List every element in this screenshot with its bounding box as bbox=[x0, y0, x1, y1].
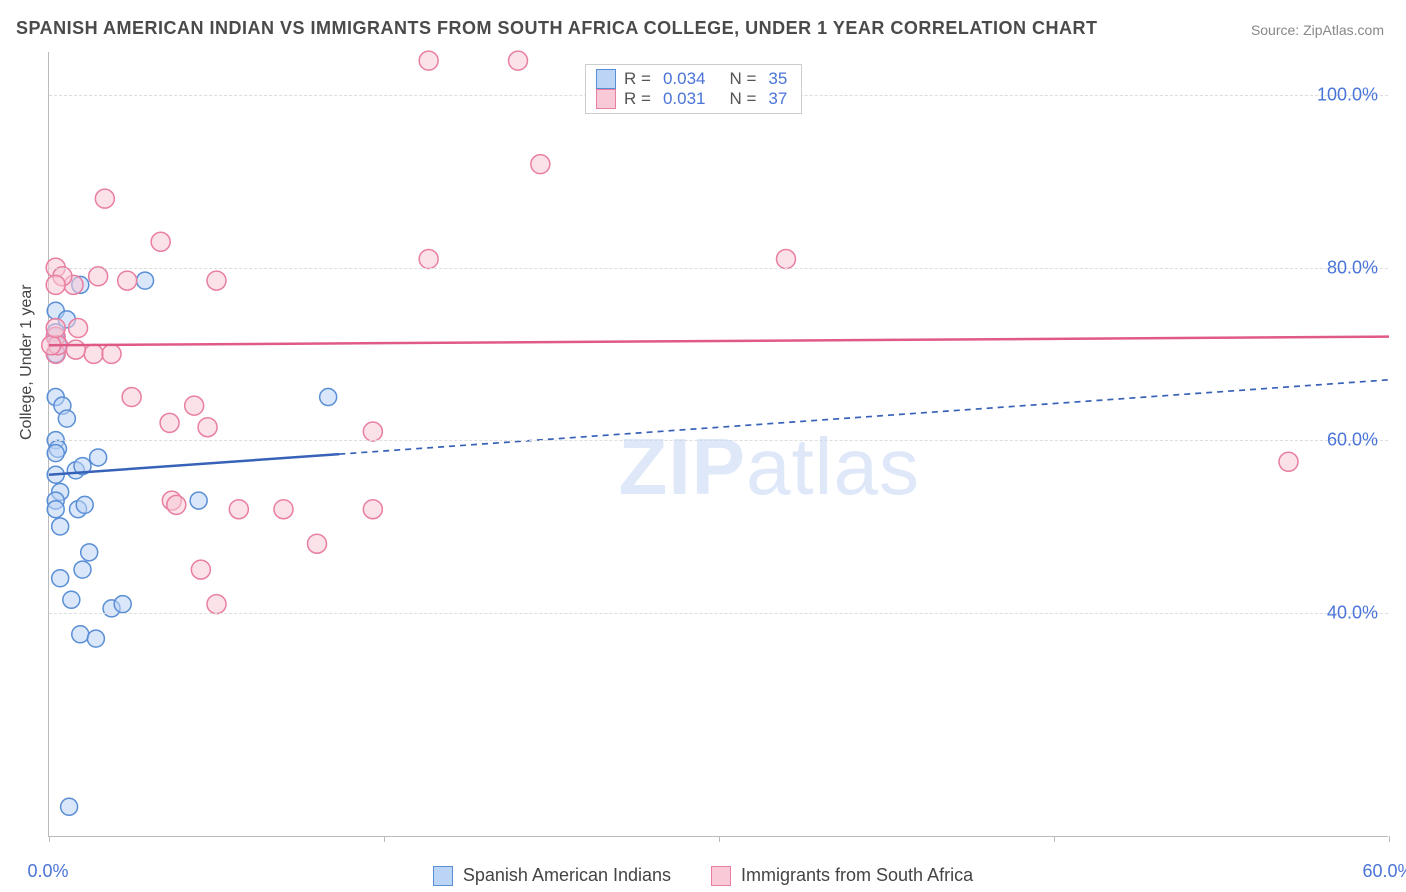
x-tick bbox=[1389, 836, 1390, 842]
r-value: 0.034 bbox=[659, 69, 710, 89]
source-label: Source: ZipAtlas.com bbox=[1251, 22, 1384, 38]
plot-area: 40.0%60.0%80.0%100.0%ZIPatlasR =0.034N =… bbox=[48, 52, 1388, 837]
data-point bbox=[47, 445, 64, 462]
data-point bbox=[1279, 452, 1298, 471]
stat-legend-row: R = 0.034 N = 35 bbox=[596, 69, 791, 89]
data-point bbox=[66, 340, 85, 359]
data-point bbox=[46, 275, 65, 294]
data-point bbox=[151, 232, 170, 251]
data-point bbox=[320, 389, 337, 406]
n-label: N = bbox=[729, 69, 756, 89]
data-point bbox=[419, 51, 438, 70]
gridline-h bbox=[49, 440, 1388, 441]
data-point bbox=[190, 492, 207, 509]
gridline-h bbox=[49, 268, 1388, 269]
data-point bbox=[52, 570, 69, 587]
bottom-legend: Spanish American Indians Immigrants from … bbox=[0, 865, 1406, 886]
data-point bbox=[363, 422, 382, 441]
data-point bbox=[95, 189, 114, 208]
trend-line-dashed bbox=[339, 380, 1389, 454]
data-point bbox=[63, 591, 80, 608]
legend-swatch bbox=[596, 69, 616, 89]
series-name: Spanish American Indians bbox=[463, 865, 671, 886]
x-tick bbox=[1054, 836, 1055, 842]
data-point bbox=[160, 413, 179, 432]
y-tick-label: 100.0% bbox=[1317, 85, 1378, 106]
data-point bbox=[509, 51, 528, 70]
data-point bbox=[207, 595, 226, 614]
x-tick bbox=[49, 836, 50, 842]
legend-swatch bbox=[596, 89, 616, 109]
r-value: 0.031 bbox=[659, 89, 710, 109]
data-point bbox=[207, 271, 226, 290]
data-point bbox=[90, 449, 107, 466]
data-point bbox=[46, 319, 65, 338]
r-label: R = bbox=[624, 69, 651, 89]
data-point bbox=[47, 501, 64, 518]
data-point bbox=[61, 798, 78, 815]
r-label: R = bbox=[624, 89, 651, 109]
legend-swatch bbox=[433, 866, 453, 886]
data-point bbox=[191, 560, 210, 579]
y-axis-label: College, Under 1 year bbox=[18, 284, 36, 440]
data-point bbox=[229, 500, 248, 519]
n-value: 35 bbox=[764, 69, 791, 89]
bottom-legend-item: Immigrants from South Africa bbox=[711, 865, 973, 886]
data-point bbox=[87, 630, 104, 647]
data-point bbox=[531, 155, 550, 174]
data-point bbox=[72, 626, 89, 643]
data-point bbox=[81, 544, 98, 561]
data-point bbox=[274, 500, 293, 519]
data-point bbox=[69, 319, 88, 338]
gridline-h bbox=[49, 613, 1388, 614]
data-point bbox=[118, 271, 137, 290]
y-tick-label: 40.0% bbox=[1327, 602, 1378, 623]
y-tick-label: 80.0% bbox=[1327, 257, 1378, 278]
data-point bbox=[102, 344, 121, 363]
data-point bbox=[167, 495, 186, 514]
data-point bbox=[52, 518, 69, 535]
x-tick bbox=[384, 836, 385, 842]
data-point bbox=[363, 500, 382, 519]
data-point bbox=[137, 272, 154, 289]
data-point bbox=[185, 396, 204, 415]
data-point bbox=[76, 496, 93, 513]
data-point bbox=[777, 250, 796, 269]
series-name: Immigrants from South Africa bbox=[741, 865, 973, 886]
data-point bbox=[122, 388, 141, 407]
data-point bbox=[58, 410, 75, 427]
y-tick-label: 60.0% bbox=[1327, 430, 1378, 451]
bottom-legend-item: Spanish American Indians bbox=[433, 865, 671, 886]
stat-legend-row: R = 0.031 N = 37 bbox=[596, 89, 791, 109]
data-point bbox=[308, 534, 327, 553]
chart-title: SPANISH AMERICAN INDIAN VS IMMIGRANTS FR… bbox=[16, 18, 1098, 39]
n-label: N = bbox=[729, 89, 756, 109]
data-point bbox=[74, 561, 91, 578]
data-point bbox=[419, 250, 438, 269]
trend-line-solid bbox=[49, 337, 1389, 346]
data-point bbox=[114, 596, 131, 613]
data-point bbox=[198, 418, 217, 437]
x-tick bbox=[719, 836, 720, 842]
stat-legend: R = 0.034 N = 35 R = 0.031 N = 37 bbox=[585, 64, 802, 114]
data-point bbox=[89, 267, 108, 286]
n-value: 37 bbox=[764, 89, 791, 109]
scatter-svg bbox=[49, 52, 1389, 837]
legend-swatch bbox=[711, 866, 731, 886]
data-point bbox=[84, 344, 103, 363]
